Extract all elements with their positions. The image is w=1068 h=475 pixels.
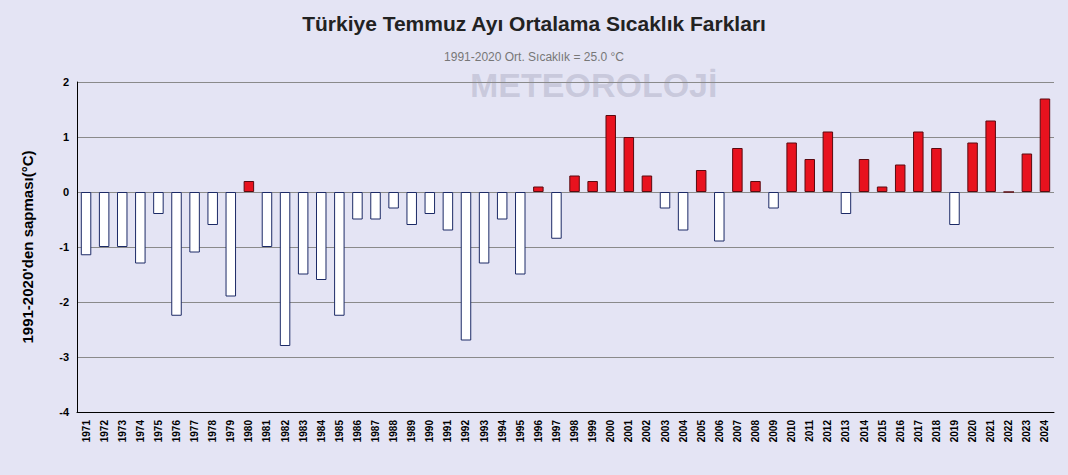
svg-text:2009: 2009 [768,420,779,443]
svg-text:2004: 2004 [678,420,689,443]
svg-text:2000: 2000 [605,420,616,443]
svg-text:2019: 2019 [949,420,960,443]
svg-text:1998: 1998 [569,420,580,443]
svg-text:1991-2020'den sapması(°C): 1991-2020'den sapması(°C) [19,151,36,344]
svg-text:1986: 1986 [352,420,363,443]
svg-text:1984: 1984 [316,420,327,443]
svg-text:1999: 1999 [587,420,598,443]
svg-text:1977: 1977 [189,420,200,443]
svg-text:2023: 2023 [1021,420,1032,443]
svg-text:2001: 2001 [623,420,634,443]
svg-text:2021: 2021 [985,420,996,443]
svg-text:2013: 2013 [840,420,851,443]
svg-text:METEOROLOJİ: METEOROLOJİ [470,66,717,104]
svg-text:Türkiye Temmuz Ayı Ortalama Sı: Türkiye Temmuz Ayı Ortalama Sıcaklık Far… [302,12,766,35]
svg-text:-1: -1 [59,241,69,253]
svg-text:1988: 1988 [388,420,399,443]
svg-text:0: 0 [63,186,69,198]
svg-text:2016: 2016 [895,420,906,443]
svg-text:2012: 2012 [822,420,833,443]
svg-text:1997: 1997 [551,420,562,443]
svg-text:1974: 1974 [135,420,146,443]
svg-text:1975: 1975 [153,420,164,443]
svg-text:2008: 2008 [750,420,761,443]
svg-text:1995: 1995 [515,420,526,443]
svg-text:1978: 1978 [207,420,218,443]
svg-text:-3: -3 [59,351,69,363]
svg-text:2022: 2022 [1003,420,1014,443]
svg-text:2024: 2024 [1039,420,1050,443]
svg-text:1991-2020 Ort. Sıcaklık = 25.0: 1991-2020 Ort. Sıcaklık = 25.0 °C [444,50,624,64]
svg-text:2018: 2018 [931,420,942,443]
svg-text:-4: -4 [59,406,70,418]
svg-text:2007: 2007 [732,420,743,443]
svg-text:1980: 1980 [243,420,254,443]
svg-text:2020: 2020 [967,420,978,443]
svg-text:1979: 1979 [225,420,236,443]
svg-text:1987: 1987 [370,420,381,443]
svg-text:1985: 1985 [334,420,345,443]
svg-text:1983: 1983 [298,420,309,443]
svg-text:2002: 2002 [641,420,652,443]
svg-text:1994: 1994 [497,420,508,443]
svg-text:2015: 2015 [877,420,888,443]
svg-text:1989: 1989 [406,420,417,443]
svg-text:1993: 1993 [479,420,490,443]
svg-text:2014: 2014 [859,420,870,443]
svg-text:1991: 1991 [442,420,453,443]
svg-text:1: 1 [63,131,69,143]
svg-text:1972: 1972 [99,420,110,443]
svg-text:1981: 1981 [261,420,272,443]
svg-text:1971: 1971 [81,420,92,443]
svg-text:2006: 2006 [714,420,725,443]
svg-text:2003: 2003 [660,420,671,443]
svg-text:1976: 1976 [171,420,182,443]
svg-text:2011: 2011 [804,420,815,442]
svg-text:2005: 2005 [696,420,707,443]
svg-text:2017: 2017 [913,420,924,443]
svg-text:1992: 1992 [460,420,471,443]
svg-text:1982: 1982 [280,420,291,443]
svg-text:2: 2 [63,76,69,88]
svg-text:1973: 1973 [117,420,128,443]
svg-text:1990: 1990 [424,420,435,443]
svg-text:1996: 1996 [533,420,544,443]
svg-text:2010: 2010 [786,420,797,443]
svg-text:-2: -2 [59,296,69,308]
